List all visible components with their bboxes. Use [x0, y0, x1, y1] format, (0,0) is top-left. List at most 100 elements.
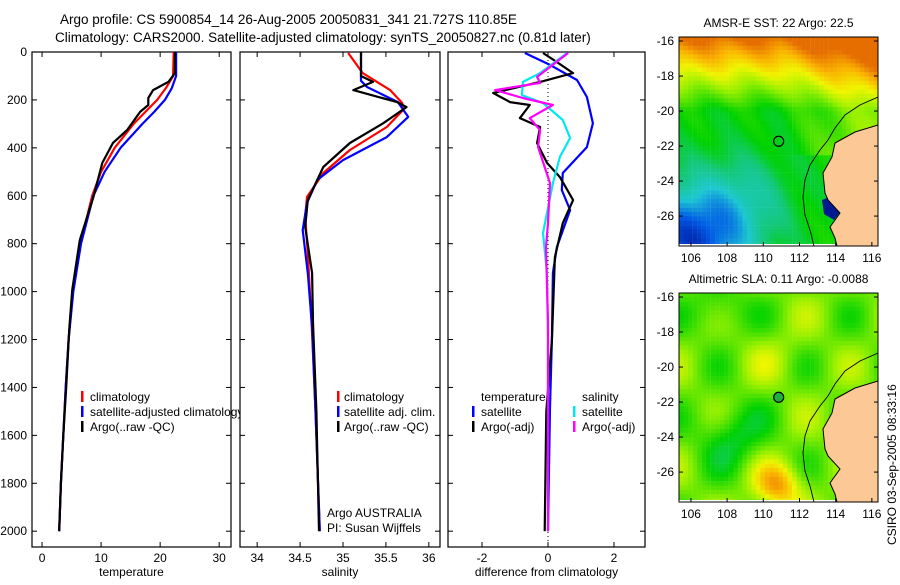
- sla-cell: [774, 481, 779, 486]
- sla-cell: [819, 310, 824, 316]
- sla-cell: [683, 463, 689, 469]
- sst-cell: [715, 142, 720, 147]
- sla-cell: [746, 450, 752, 456]
- sst-cell: [742, 85, 747, 90]
- sst-cell: [688, 238, 693, 243]
- sla-cell: [751, 393, 757, 399]
- sst-cell: [810, 80, 815, 86]
- legend-swatch-temp-satellite: [472, 406, 475, 417]
- sst-cell: [778, 229, 784, 235]
- sla-cell: [737, 358, 743, 364]
- sla-cell: [873, 376, 878, 381]
- sst-cell: [715, 45, 720, 51]
- sst-cell: [715, 58, 720, 64]
- sla-cell: [760, 411, 766, 416]
- sst-cell: [814, 207, 820, 213]
- sla-cell: [746, 441, 752, 447]
- sst-cell: [751, 41, 757, 46]
- sst-cell: [724, 229, 729, 235]
- sla-cell: [706, 446, 711, 451]
- sla-cell: [692, 332, 698, 337]
- sla-cell: [715, 354, 720, 359]
- sla-cell: [719, 354, 725, 359]
- sla-cell: [819, 419, 824, 425]
- sla-cell: [728, 489, 734, 495]
- sst-cell: [828, 238, 833, 243]
- sst-cell: [810, 98, 815, 103]
- sst-cell: [850, 93, 856, 99]
- sla-cell: [692, 489, 698, 495]
- sla-cell: [819, 463, 824, 469]
- sla-cell: [688, 433, 693, 438]
- sla-cell: [778, 336, 784, 342]
- sst-cell: [792, 146, 797, 151]
- sst-cell: [783, 58, 788, 64]
- sla-cell: [683, 481, 689, 486]
- sla-cell: [755, 446, 761, 451]
- sst-cell: [828, 107, 833, 112]
- sst-cell: [715, 80, 720, 86]
- sla-cell: [873, 371, 878, 377]
- sla-cell: [679, 485, 684, 491]
- sst-cell: [683, 172, 689, 178]
- sst-cell: [787, 115, 793, 121]
- sst-cell: [764, 146, 770, 151]
- sla-cell: [796, 323, 802, 329]
- sla-cell: [828, 328, 833, 333]
- sla-cell: [679, 314, 684, 320]
- sst-cell: [787, 177, 793, 182]
- sla-cell: [692, 406, 698, 412]
- sst-cell: [692, 190, 698, 195]
- sst-cell: [733, 45, 738, 51]
- sla-cell: [733, 389, 738, 394]
- sst-cell: [679, 150, 684, 156]
- sla-cell: [814, 411, 820, 416]
- sla-cell: [814, 441, 820, 447]
- sst-cell: [769, 50, 775, 55]
- sst-cell: [728, 76, 734, 81]
- sst-cell: [751, 133, 757, 138]
- sla-cell: [819, 411, 824, 416]
- sla-cell: [864, 328, 870, 333]
- sst-cell: [846, 54, 851, 60]
- sst-cell: [796, 194, 802, 200]
- sst-cell: [692, 124, 698, 130]
- sst-cell: [792, 98, 797, 103]
- sla-cell: [805, 376, 811, 381]
- sla-cell: [710, 314, 716, 320]
- sla-cell: [692, 415, 698, 421]
- sla-cell: [810, 398, 815, 403]
- sst-cell: [814, 142, 820, 147]
- sst-cell: [769, 85, 775, 90]
- sla-cell: [810, 437, 815, 442]
- sst-cell: [810, 150, 815, 156]
- sst-cell: [796, 146, 802, 151]
- sla-cell: [724, 411, 729, 416]
- sst-cell: [832, 50, 838, 55]
- sla-cell: [832, 297, 838, 302]
- sla-cell: [792, 406, 797, 412]
- sla-cell: [832, 293, 838, 298]
- sla-cell: [774, 450, 779, 456]
- sst-cell: [774, 150, 779, 156]
- legend-swatch-satellite: [337, 406, 340, 417]
- sst-cell: [864, 98, 870, 103]
- sst-cell: [828, 63, 833, 68]
- sla-cell: [755, 433, 761, 438]
- sst-cell: [783, 45, 788, 51]
- sla-cell: [846, 306, 851, 311]
- sla-cell: [692, 433, 698, 438]
- sst-cell: [688, 98, 693, 103]
- sst-cell: [787, 50, 793, 55]
- sla-cell: [710, 463, 716, 469]
- sla-cell: [715, 314, 720, 320]
- sla-cell: [688, 402, 693, 407]
- sst-cell: [778, 233, 784, 239]
- sst-cell: [864, 115, 870, 121]
- sst-cell: [855, 41, 861, 46]
- sst-cell: [719, 45, 725, 51]
- sst-cell: [733, 142, 738, 147]
- sst-cell: [787, 137, 793, 143]
- sla-cell: [742, 485, 747, 491]
- sst-cell: [783, 177, 788, 182]
